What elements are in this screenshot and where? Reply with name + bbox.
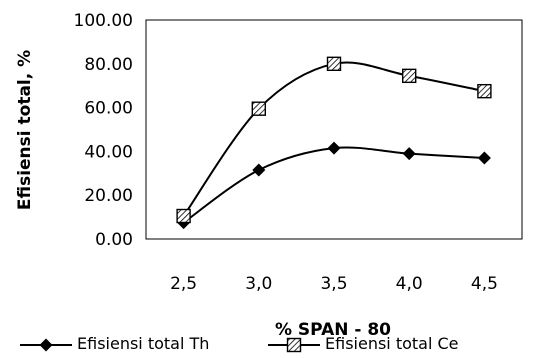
- legend-marker: [39, 338, 53, 352]
- data-point: [477, 83, 492, 99]
- legend-marker: [286, 337, 302, 353]
- y-tick-label: 60.00: [84, 99, 133, 119]
- data-point: [402, 68, 417, 84]
- series: [176, 56, 492, 230]
- legend-label: Efisiensi total Ce: [325, 334, 459, 353]
- legend-item: Efisiensi total Ce: [268, 334, 459, 353]
- legend: Efisiensi total Th Efisiensi total Ce: [20, 334, 459, 353]
- x-tick-label: 3,0: [245, 274, 272, 294]
- legend-item: Efisiensi total Th: [20, 334, 209, 353]
- data-point: [402, 147, 416, 161]
- data-point: [477, 151, 491, 165]
- x-axis-title: % SPAN - 80: [275, 320, 391, 340]
- data-point: [252, 163, 266, 177]
- y-tick-label: 40.00: [84, 142, 133, 162]
- plot-area: [145, 19, 523, 240]
- data-point: [176, 208, 191, 224]
- data-point: [327, 141, 341, 155]
- y-tick-label: 20.00: [84, 186, 133, 206]
- series-line: [183, 146, 485, 224]
- series-2: [176, 56, 492, 224]
- y-tick-label: 0.00: [95, 230, 133, 250]
- y-ticks: 0.00 20.00 40.00 60.00 80.00 100.00: [74, 11, 133, 250]
- x-ticks: 2,5 3,0 3,5 4,0 4,5: [170, 274, 498, 294]
- data-point: [326, 56, 342, 71]
- x-tick-label: 3,5: [320, 274, 347, 294]
- y-axis-title: Efisiensi total, %: [15, 50, 35, 210]
- data-point: [251, 101, 267, 116]
- y-tick-label: 80.00: [84, 55, 133, 75]
- x-tick-label: 4,5: [471, 274, 498, 294]
- legend-label: Efisiensi total Th: [77, 334, 209, 353]
- x-tick-label: 4,0: [396, 274, 423, 294]
- x-tick-label: 2,5: [170, 274, 197, 294]
- y-tick-label: 100.00: [74, 11, 133, 31]
- series-line: [182, 61, 485, 217]
